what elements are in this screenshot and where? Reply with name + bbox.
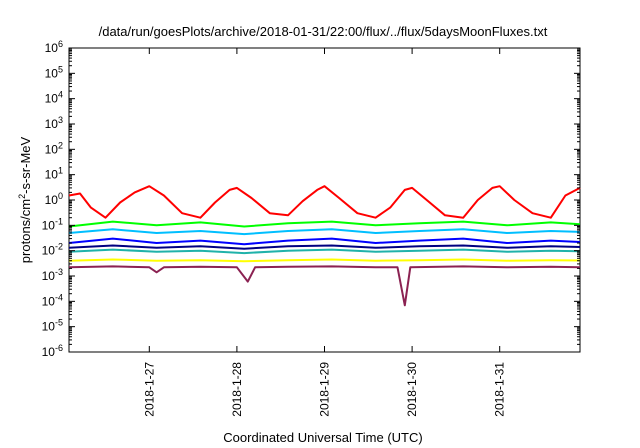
series-line-7 <box>68 258 581 263</box>
y-tick-label: 103 <box>45 115 63 131</box>
y-tick-exponent: -6 <box>55 343 63 353</box>
series-layer <box>68 185 581 307</box>
y-tick-label: 10-5 <box>42 318 63 334</box>
series-line-8 <box>68 265 581 307</box>
y-tick-label: 10-2 <box>42 242 63 258</box>
y-axis: 10610510410310210110010-110-210-310-410-… <box>42 39 580 359</box>
x-tick-label: 2018-1-31 <box>493 362 507 417</box>
series-line-1 <box>68 185 581 219</box>
y-tick-base: 10 <box>45 142 59 156</box>
x-axis: 2018-1-27 2018-1-28 2018-1-29 2018-1-30 2018… <box>142 48 507 417</box>
plot-frame <box>68 47 581 353</box>
series-line-4 <box>68 237 581 246</box>
x-axis-title: Coordinated Universal Time (UTC) <box>223 430 422 445</box>
y-tick-exponent: -1 <box>55 216 63 226</box>
y-tick-label: 10-6 <box>42 343 63 359</box>
y-tick-exponent: 5 <box>58 64 63 74</box>
y-tick-label: 10-4 <box>42 292 63 308</box>
series-line-3 <box>68 228 581 236</box>
y-tick-exponent: 3 <box>58 115 63 125</box>
y-tick-exponent: -5 <box>55 318 63 328</box>
y-tick-label: 105 <box>45 64 63 80</box>
y-tick-label: 10-3 <box>42 267 63 283</box>
y-tick-base: 10 <box>42 244 56 258</box>
x-tick-label: 2018-1-27 <box>142 362 156 417</box>
y-tick-base: 10 <box>45 117 59 131</box>
y-axis-title-base: protons/cm <box>18 199 33 263</box>
y-tick-exponent: -3 <box>55 267 63 277</box>
y-tick-label: 100 <box>45 191 63 207</box>
y-tick-label: 104 <box>45 90 63 106</box>
y-tick-base: 10 <box>42 269 56 283</box>
y-tick-exponent: -4 <box>55 292 63 302</box>
series-line-2 <box>68 220 581 228</box>
y-axis-title-sup: 2 <box>17 194 27 199</box>
y-tick-base: 10 <box>45 92 59 106</box>
y-tick-base: 10 <box>42 320 56 334</box>
y-tick-base: 10 <box>45 168 59 182</box>
y-tick-label: 102 <box>45 140 63 156</box>
y-tick-base: 10 <box>42 294 56 308</box>
x-tick-label: 2018-1-29 <box>318 362 332 417</box>
y-tick-label: 106 <box>45 39 63 55</box>
y-axis-title: protons/cm2-s-sr-MeV <box>17 136 33 263</box>
y-tick-exponent: 2 <box>58 140 63 150</box>
y-tick-label: 101 <box>45 166 63 182</box>
y-tick-exponent: 0 <box>58 191 63 201</box>
y-tick-exponent: 4 <box>58 90 63 100</box>
x-tick-label: 2018-1-28 <box>230 362 244 417</box>
y-tick-base: 10 <box>42 345 56 359</box>
y-tick-base: 10 <box>45 193 59 207</box>
y-tick-exponent: 1 <box>58 166 63 176</box>
y-tick-exponent: -2 <box>55 242 63 252</box>
y-tick-base: 10 <box>45 66 59 80</box>
y-tick-base: 10 <box>45 41 59 55</box>
y-tick-label: 10-1 <box>42 216 63 232</box>
x-tick-label: 2018-1-30 <box>405 362 419 417</box>
series-line-6 <box>68 248 581 255</box>
chart-title: /data/run/goesPlots/archive/2018-01-31/2… <box>99 24 548 39</box>
y-axis-title-tail: -s-sr-MeV <box>18 136 33 193</box>
series-line-5 <box>68 244 581 250</box>
y-tick-base: 10 <box>42 218 56 232</box>
y-tick-exponent: 6 <box>58 39 63 49</box>
